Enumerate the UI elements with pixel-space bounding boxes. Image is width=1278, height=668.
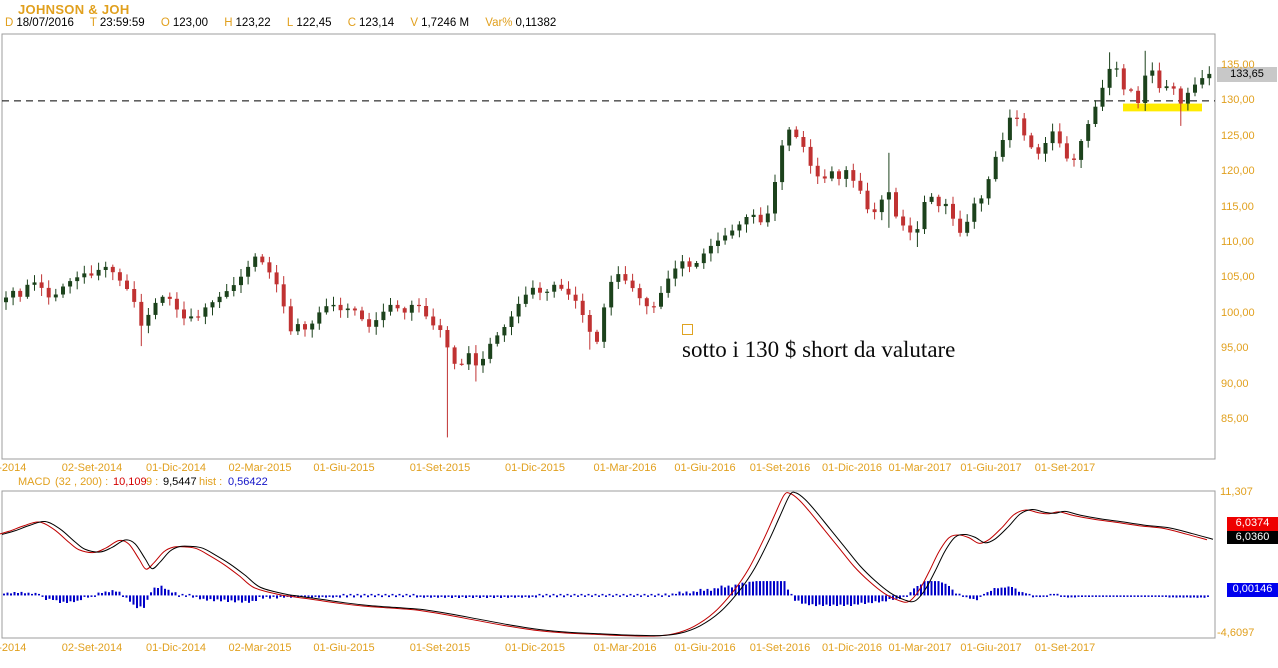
price-tick-label: 130,00 — [1221, 94, 1255, 107]
macd-signal-label: 9 : — [146, 476, 159, 488]
quote-field-label: V — [410, 17, 419, 29]
price-tick-label: 115,00 — [1221, 200, 1254, 213]
macd-signal-value: 9,5447 — [163, 476, 197, 488]
date-tick-label: 01-Mar-2017 — [888, 462, 952, 474]
date-tick-label: 01-Dic-2014 — [146, 462, 206, 474]
date-tick-label: 01-Giu-2015 — [313, 642, 375, 654]
date-tick-label: 01-Mar-2016 — [593, 642, 657, 654]
quote-field-value: 123,00 — [172, 17, 209, 29]
macd-line-value-box: 6,0374 — [1227, 517, 1278, 531]
annotation-marker-square[interactable] — [682, 324, 693, 335]
signal-line-value-box: 6,0360 — [1227, 530, 1278, 544]
quote-field-value: 1,7246 M — [421, 17, 470, 29]
date-tick-label: 02-Set-2014 — [61, 642, 123, 654]
quote-field-value: 0,11382 — [515, 17, 557, 29]
date-tick-label: iu-2014 — [0, 462, 27, 474]
date-tick-label: 01-Giu-2016 — [674, 642, 736, 654]
quote-field-label: H — [224, 17, 233, 29]
candles-layer[interactable] — [4, 50, 1212, 438]
date-tick-label: 01-Dic-2016 — [822, 642, 882, 654]
quote-field-value: 23:59:59 — [99, 17, 145, 29]
date-tick-label: 01-Giu-2016 — [674, 462, 736, 474]
macd-hist-value: 0,56422 — [228, 476, 268, 488]
price-tick-label: 120,00 — [1221, 165, 1255, 178]
quote-field-label: T — [89, 17, 97, 29]
date-tick-label: 01-Set-2015 — [409, 642, 471, 654]
date-tick-label: 02-Set-2014 — [61, 462, 123, 474]
date-tick-label: 02-Mar-2015 — [228, 462, 292, 474]
support-zone-highlight — [1123, 103, 1202, 112]
chart-annotation[interactable]: sotto i 130 $ short da valutare — [682, 324, 955, 363]
histogram-value-box: 0,00146 — [1227, 583, 1278, 597]
quote-field-label: L — [286, 17, 294, 29]
price-tick-label: 110,00 — [1221, 236, 1254, 248]
date-tick-label: 01-Set-2016 — [749, 642, 811, 654]
price-tick-label: 105,00 — [1221, 271, 1255, 284]
quote-field-label: Var% — [485, 17, 513, 29]
price-tick-label: 100,00 — [1221, 306, 1255, 319]
price-tick-label: 90,00 — [1221, 377, 1249, 390]
date-tick-label: 01-Mar-2017 — [888, 642, 952, 654]
annotation-text: sotto i 130 $ short da valutare — [682, 337, 956, 362]
price-tick-label: 95,00 — [1221, 342, 1249, 355]
price-tick-label: 135,00 — [1221, 59, 1255, 71]
quote-field-value: 122,45 — [296, 17, 332, 29]
price-tick-label: 85,00 — [1221, 413, 1249, 425]
date-tick-label: iu-2014 — [0, 642, 27, 654]
macd-panel — [0, 490, 1216, 639]
date-tick-label: 01-Mar-2016 — [593, 462, 657, 474]
macd-axis-bottom: -4,6097 — [1217, 627, 1255, 639]
date-tick-label: 01-Dic-2015 — [505, 642, 565, 654]
quote-field-label: O — [160, 17, 170, 29]
signal-line — [1, 491, 1214, 637]
date-tick-label: 01-Dic-2016 — [822, 462, 882, 474]
macd-axis-top: 11,307 — [1220, 486, 1253, 498]
macd-params: (32 , 200) : — [55, 476, 109, 488]
date-tick-label: 01-Set-2015 — [409, 462, 471, 474]
price-tick-label: 125,00 — [1221, 129, 1255, 142]
macd-value: 10,109 — [113, 476, 147, 488]
macd-hist-label: hist : — [199, 476, 223, 488]
macd-name: MACD — [18, 476, 51, 488]
date-tick-label: 01-Set-2017 — [1034, 462, 1096, 474]
date-tick-label: 01-Giu-2017 — [960, 462, 1022, 474]
quote-field-value: 18/07/2016 — [16, 17, 74, 29]
date-tick-label: 01-Set-2016 — [749, 462, 811, 474]
last-price-label: 133,65 — [1217, 67, 1277, 82]
date-tick-label: 02-Mar-2015 — [228, 642, 292, 654]
symbol-title: JOHNSON & JOH — [18, 2, 130, 17]
macd-histogram — [3, 581, 1209, 609]
macd-line — [0, 492, 1208, 637]
quote-field-value: 123,22 — [235, 17, 271, 29]
quote-field-label: C — [347, 17, 357, 29]
price-panel — [1, 33, 1216, 460]
quote-field-label: D — [5, 17, 14, 29]
quote-field-value: 123,14 — [359, 17, 395, 29]
date-tick-label: 01-Set-2017 — [1034, 642, 1096, 654]
date-tick-label: 01-Dic-2014 — [146, 642, 206, 654]
date-tick-label: 01-Dic-2015 — [505, 462, 565, 474]
date-tick-label: 01-Giu-2017 — [960, 642, 1022, 654]
date-tick-label: 01-Giu-2015 — [313, 462, 375, 474]
